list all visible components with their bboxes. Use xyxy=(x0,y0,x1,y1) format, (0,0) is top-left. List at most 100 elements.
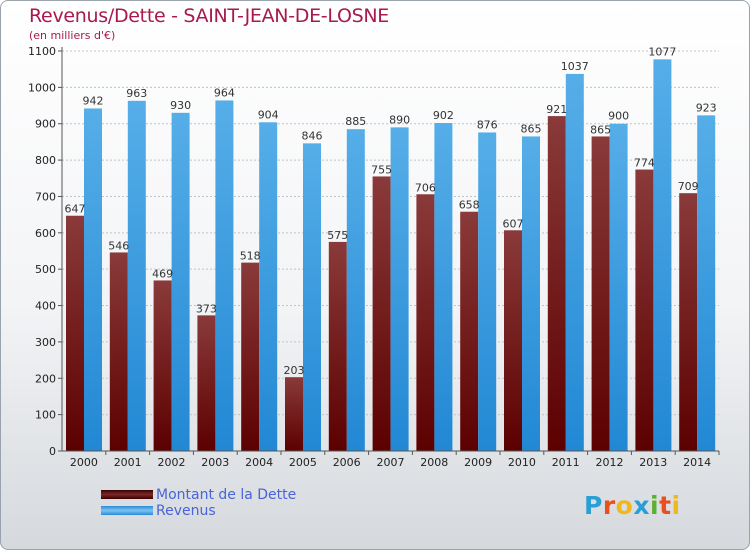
logo-letter: i xyxy=(650,491,660,520)
data-label-revenue: 885 xyxy=(345,115,366,128)
x-tick-label: 2006 xyxy=(333,456,361,469)
x-tick-label: 2005 xyxy=(289,456,317,469)
data-label-revenue: 876 xyxy=(477,118,498,131)
y-tick-label: 600 xyxy=(35,227,56,240)
data-label-revenue: 964 xyxy=(214,86,235,99)
y-tick-label: 900 xyxy=(35,118,56,131)
bar-revenue xyxy=(215,100,234,452)
bar-debt xyxy=(285,377,303,451)
y-tick-label: 300 xyxy=(35,336,56,349)
data-label-debt: 373 xyxy=(196,302,217,315)
bar-debt xyxy=(109,252,128,451)
legend-swatch-revenue xyxy=(101,506,153,515)
bar-revenue xyxy=(653,59,672,451)
bar-debt xyxy=(635,169,654,451)
data-label-debt: 865 xyxy=(590,123,611,136)
x-tick-label: 2000 xyxy=(70,456,98,469)
x-tick-label: 2004 xyxy=(245,456,273,469)
x-tick-label: 2013 xyxy=(639,456,667,469)
data-label-debt: 203 xyxy=(284,364,305,377)
bar-revenue xyxy=(478,132,497,452)
bar-revenue xyxy=(171,112,190,452)
bar-revenue xyxy=(259,122,278,451)
bar-debt xyxy=(153,280,172,451)
legend-label-debt: Montant de la Dette xyxy=(156,487,297,503)
x-tick-label: 2012 xyxy=(596,456,624,469)
data-label-debt: 575 xyxy=(327,229,348,242)
bar-revenue xyxy=(303,143,321,451)
y-tick-label: 400 xyxy=(35,300,56,313)
data-label-debt: 518 xyxy=(240,250,261,263)
bar-revenue xyxy=(84,108,102,452)
y-tick-label: 500 xyxy=(35,263,56,276)
logo-letter: i xyxy=(671,491,681,520)
y-tick-label: 200 xyxy=(35,372,56,385)
bar-revenue xyxy=(697,115,716,451)
x-tick-label: 2001 xyxy=(114,456,142,469)
y-tick-label: 0 xyxy=(49,445,56,458)
y-tick-label: 1000 xyxy=(28,81,56,94)
bar-debt xyxy=(372,176,391,452)
chart-subtitle: (en milliers d'€) xyxy=(29,29,116,42)
bar-debt xyxy=(416,194,435,452)
data-label-debt: 755 xyxy=(371,163,392,176)
data-label-revenue: 923 xyxy=(696,101,717,114)
proxiti-logo: Proxiti xyxy=(584,491,681,520)
y-tick-label: 700 xyxy=(35,190,56,203)
bar-revenue xyxy=(565,73,584,451)
data-label-revenue: 902 xyxy=(433,109,454,122)
logo-letter: r xyxy=(602,491,616,520)
bar-debt xyxy=(504,230,522,451)
logo-letter: o xyxy=(615,491,634,520)
x-tick-label: 2011 xyxy=(552,456,580,469)
data-label-revenue: 865 xyxy=(521,122,542,135)
bar-debt xyxy=(197,315,216,451)
bar-debt xyxy=(66,215,84,451)
data-label-revenue: 846 xyxy=(302,129,323,142)
data-label-debt: 607 xyxy=(503,217,524,230)
x-tick-label: 2014 xyxy=(683,456,711,469)
x-tick-label: 2002 xyxy=(158,456,186,469)
x-tick-label: 2007 xyxy=(377,456,405,469)
bar-debt xyxy=(241,262,260,451)
bar-debt xyxy=(328,241,347,451)
data-label-debt: 647 xyxy=(65,203,86,216)
y-tick-label: 1100 xyxy=(28,45,56,58)
bar-revenue xyxy=(434,123,453,451)
y-tick-label: 100 xyxy=(35,409,56,422)
logo-letter: t xyxy=(659,491,672,520)
data-label-revenue: 1037 xyxy=(561,60,589,73)
bar-debt xyxy=(547,116,566,451)
data-label-debt: 546 xyxy=(108,239,129,252)
data-label-revenue: 890 xyxy=(389,113,410,126)
data-label-revenue: 942 xyxy=(83,94,104,107)
data-label-revenue: 963 xyxy=(126,87,147,100)
bar-revenue xyxy=(609,123,628,452)
x-tick-label: 2008 xyxy=(420,456,448,469)
bar-debt xyxy=(460,211,479,451)
bar-revenue xyxy=(127,100,146,452)
bar-revenue xyxy=(522,136,540,452)
data-label-debt: 658 xyxy=(459,199,480,212)
x-tick-label: 2009 xyxy=(464,456,492,469)
data-label-debt: 774 xyxy=(634,157,655,170)
data-label-revenue: 930 xyxy=(170,99,191,112)
bar-revenue xyxy=(390,127,409,451)
data-label-revenue: 904 xyxy=(258,108,279,121)
x-tick-label: 2010 xyxy=(508,456,536,469)
data-label-revenue: 1077 xyxy=(648,45,676,58)
logo-letter: x xyxy=(633,491,650,520)
logo-letter: P xyxy=(584,491,603,520)
y-tick-label: 800 xyxy=(35,154,56,167)
chart-title: Revenus/Dette - SAINT-JEAN-DE-LOSNE xyxy=(29,5,390,27)
data-label-debt: 709 xyxy=(678,180,699,193)
bar-revenue xyxy=(346,129,365,451)
data-label-revenue: 900 xyxy=(608,110,629,123)
data-label-debt: 469 xyxy=(152,267,173,280)
data-label-debt: 921 xyxy=(546,103,567,116)
bar-debt xyxy=(591,136,610,452)
data-label-debt: 706 xyxy=(415,181,436,194)
legend-label-revenue: Revenus xyxy=(156,503,216,519)
